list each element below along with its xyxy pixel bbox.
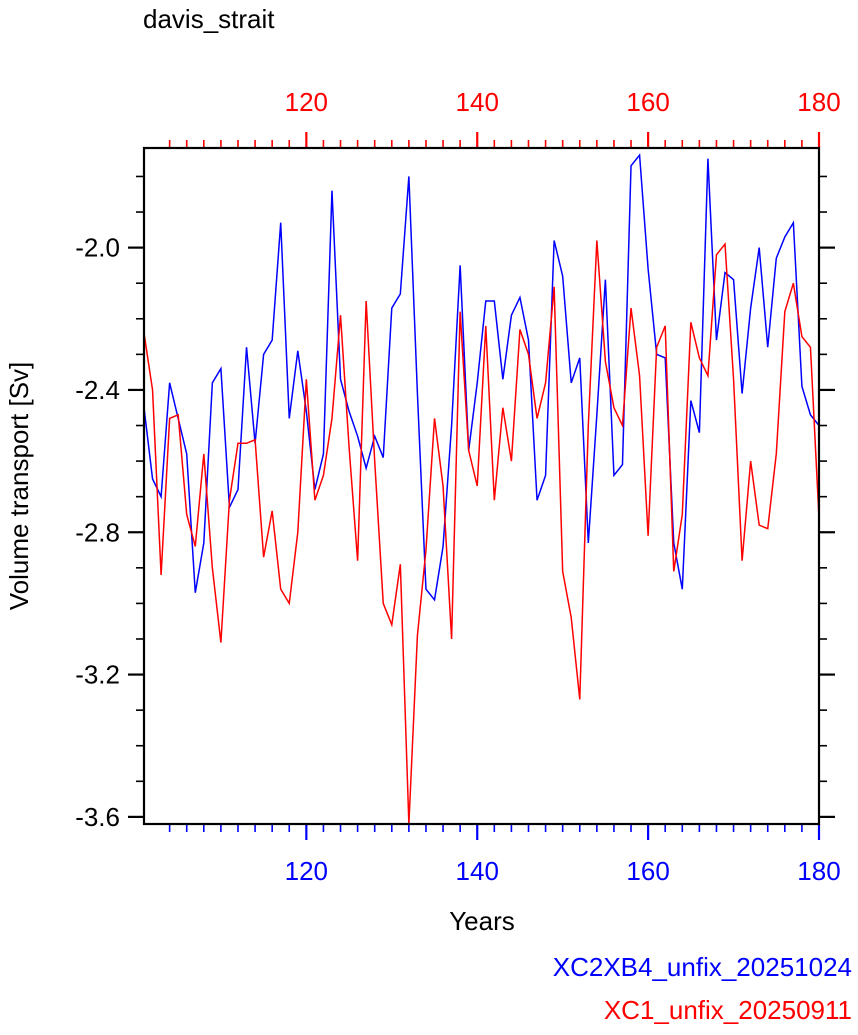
y-tick-label: -2.0 [75,233,120,263]
series-layer [143,153,820,825]
legend-entry-series-1: XC2XB4_unfix_20251024 [552,952,852,982]
x-tick-label-bottom: 140 [456,856,499,886]
x-tick-label-bottom: 120 [285,856,328,886]
y-axis-label: Volume transport [Sv] [4,362,34,611]
x-tick-label-bottom: 180 [797,856,840,886]
x-tick-label-top: 180 [797,87,840,117]
x-tick-label-top: 160 [626,87,669,117]
x-axis-label: Years [449,906,515,936]
legend-entry-series-2: XC1_unfix_20250911 [603,995,852,1025]
y-tick-label: -3.6 [75,802,120,832]
series-line-1 [143,153,820,602]
x-tick-label-bottom: 160 [626,856,669,886]
x-tick-label-top: 140 [456,87,499,117]
y-tick-label: -2.4 [75,375,120,405]
y-tick-label: -3.2 [75,660,120,690]
tick-label-layer: 120 120 140 140 160 160 180 180 -2.0 -2.4 -2.8 -3.2… [75,87,841,886]
plot-frame [142,146,821,826]
y-tick-label: -2.8 [75,517,120,547]
x-tick-label-top: 120 [285,87,328,117]
series-line-2 [143,240,820,825]
tick-layer [128,132,835,840]
chart-title: davis_strait [143,4,275,34]
